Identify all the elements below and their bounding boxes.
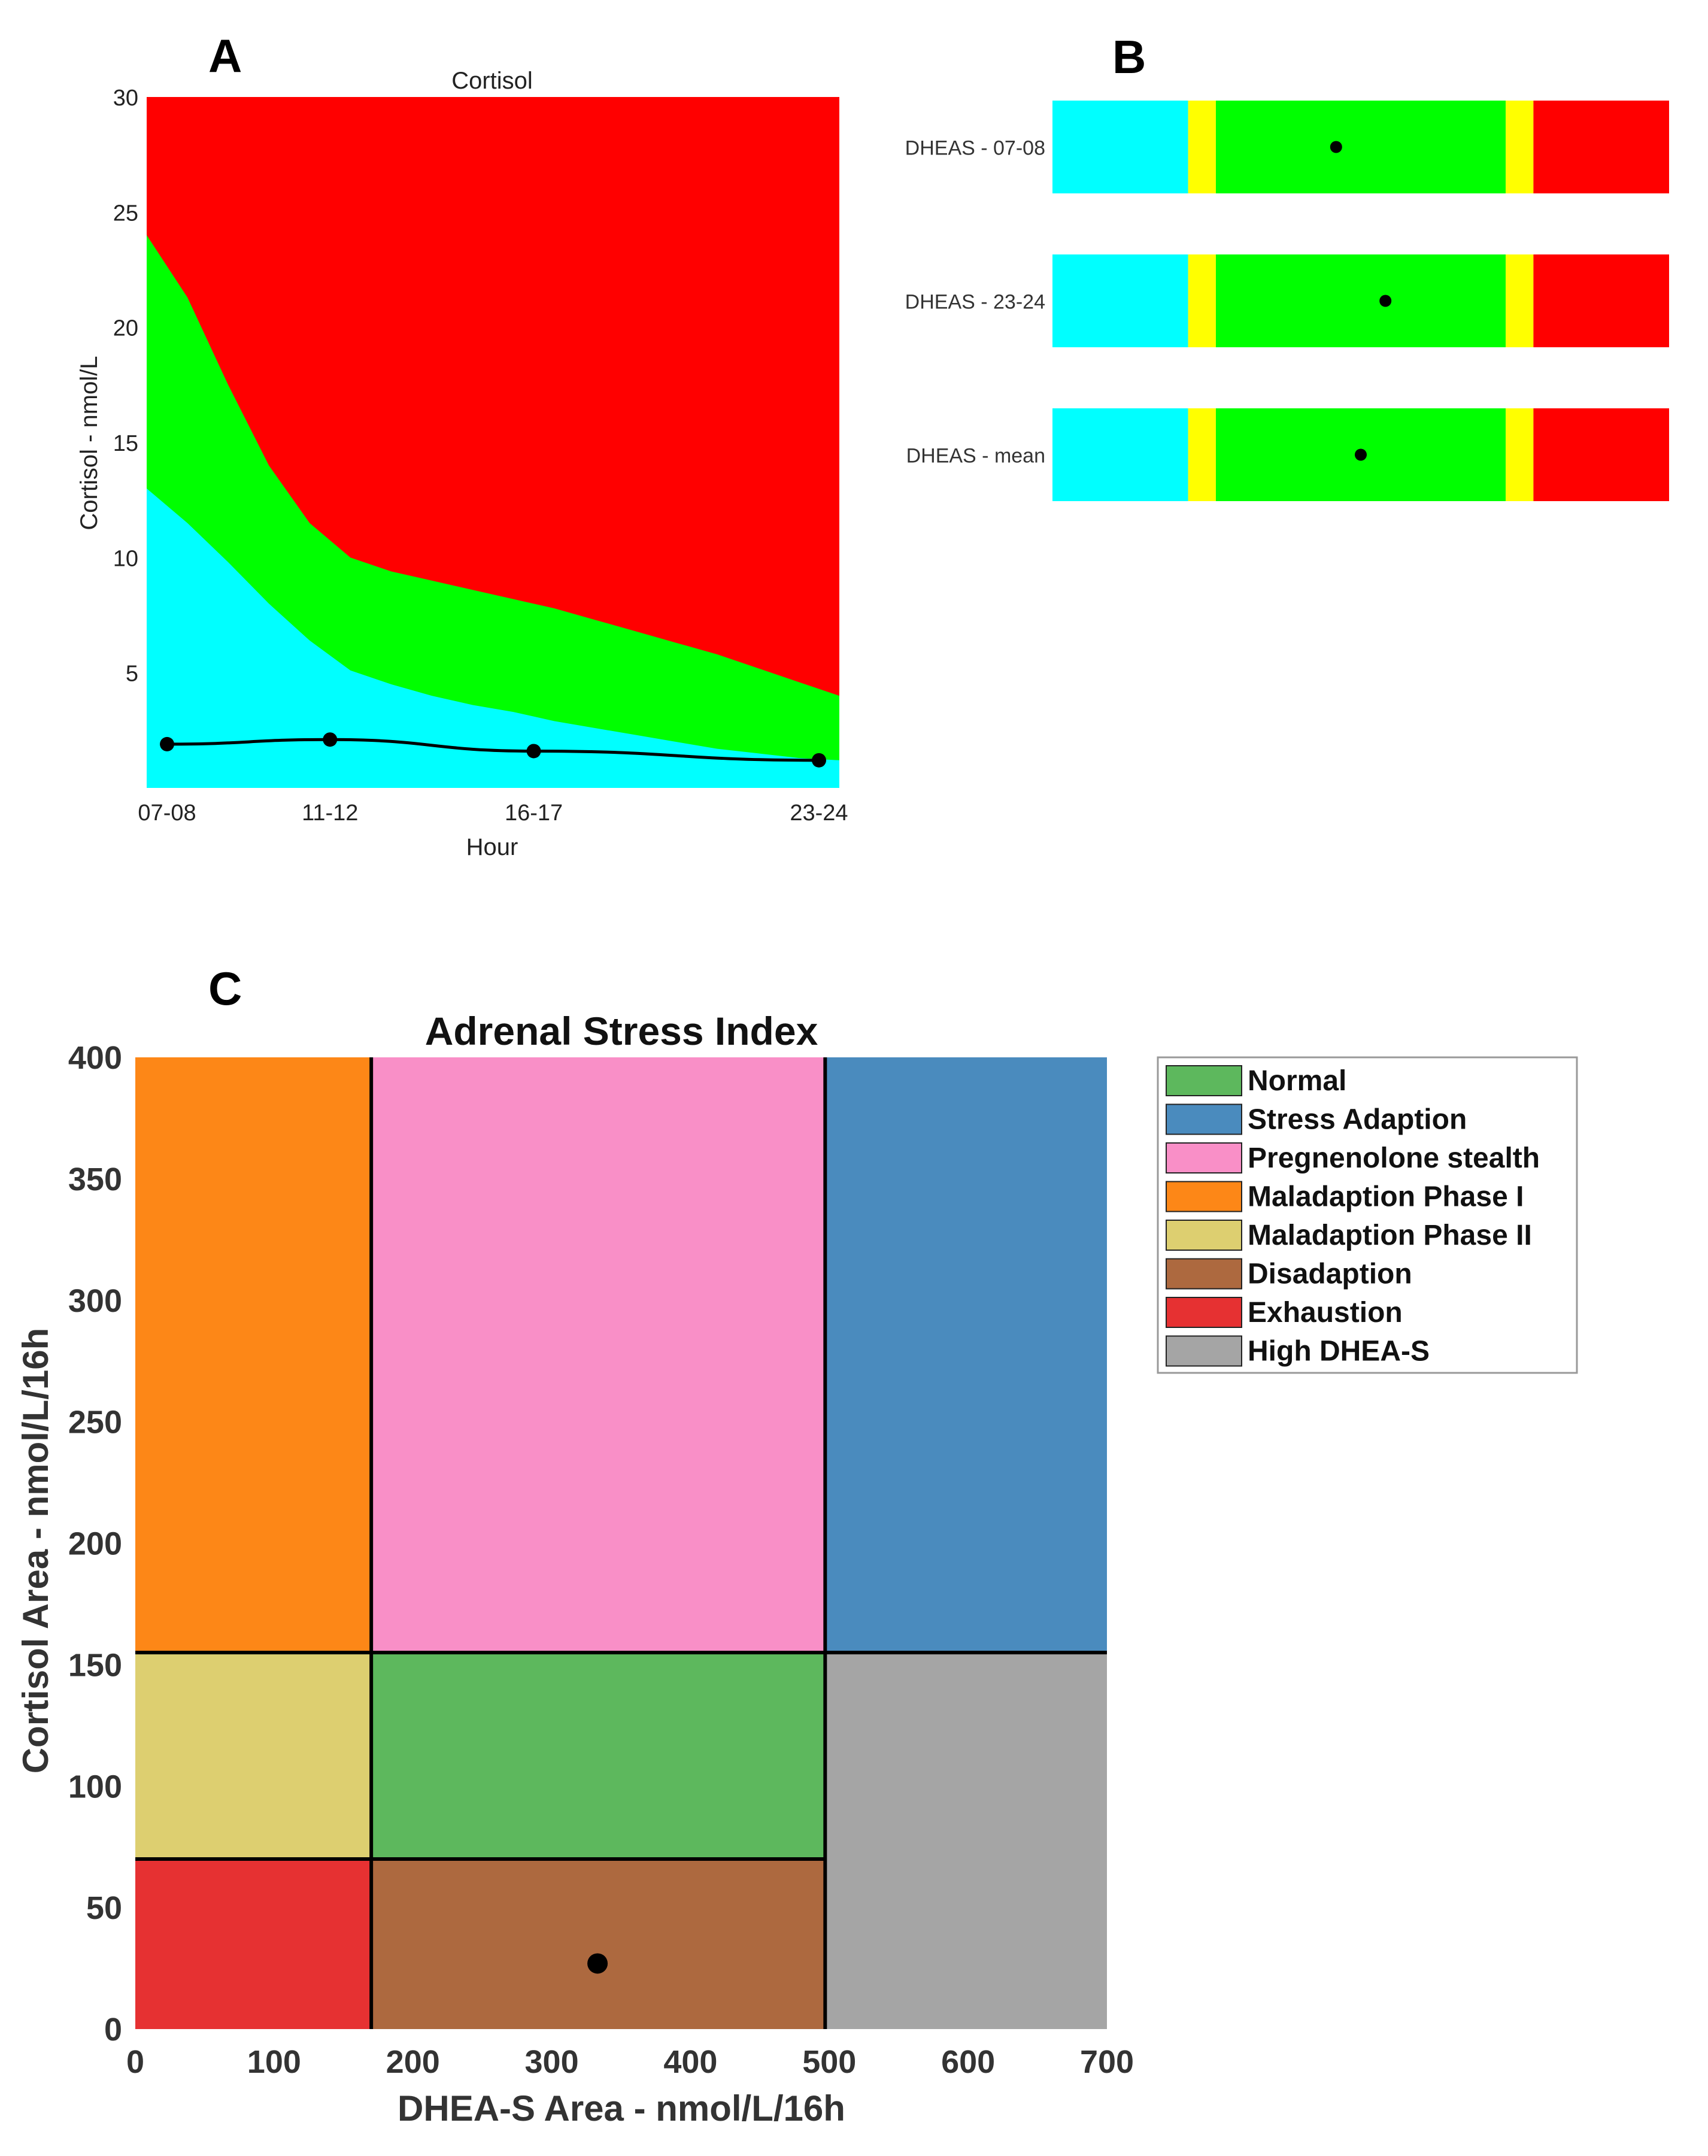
dheas-marker — [1379, 295, 1392, 307]
y-tick-label: 50 — [86, 1890, 122, 1926]
y-tick-label: 200 — [68, 1526, 122, 1562]
row-label: DHEAS - 23-24 — [905, 291, 1045, 314]
region-pregnenolone-stealth — [371, 1057, 826, 1653]
legend-swatch — [1166, 1297, 1242, 1328]
panel-label-b: B — [1112, 31, 1146, 83]
dheas-marker — [1330, 141, 1342, 153]
zone-yellow — [1188, 101, 1216, 193]
row-label: DHEAS - mean — [906, 445, 1045, 468]
legend-swatch — [1166, 1065, 1242, 1096]
x-tick-label: 400 — [663, 2044, 717, 2080]
dheas-marker — [1355, 448, 1367, 461]
legend-label: Maladaption Phase II — [1248, 1220, 1532, 1251]
x-tick-label: 300 — [525, 2044, 579, 2080]
y-tick-label: 0 — [104, 2012, 122, 2048]
y-tick-label: 300 — [68, 1283, 122, 1319]
panel-a-cortisol-chart: Cortisol Hour Cortisol - nmol/L 5 10 15 20 2… — [76, 68, 848, 860]
patient-point — [587, 1953, 608, 1974]
y-tick-label: 5 — [126, 662, 138, 687]
chart-a-xlabel: Hour — [466, 834, 518, 860]
x-tick-label: 700 — [1080, 2044, 1134, 2080]
x-tick-label: 23-24 — [790, 800, 848, 826]
zone-yellow — [1188, 408, 1216, 501]
cortisol-data-point — [323, 732, 338, 747]
x-tick-label: 11-12 — [302, 800, 358, 826]
panel-b-dheas-bars: DHEAS - 07-08 DHEAS - 23-24 DHEAS - mean — [905, 101, 1669, 501]
region-high-dhea-s — [825, 1652, 1107, 2029]
legend-swatch — [1166, 1258, 1242, 1290]
row-label: DHEAS - 07-08 — [905, 137, 1045, 160]
x-tick-label: 200 — [386, 2044, 440, 2080]
y-tick-label: 30 — [113, 86, 138, 111]
zone-yellow — [1506, 408, 1534, 501]
y-tick-label: 150 — [68, 1647, 122, 1683]
zone-cyan — [1052, 254, 1188, 347]
y-tick-label: 350 — [68, 1162, 122, 1197]
region-normal — [371, 1652, 826, 1859]
y-tick-label: 10 — [113, 546, 138, 571]
y-tick-label: 250 — [68, 1405, 122, 1441]
y-tick-label: 100 — [68, 1769, 122, 1805]
legend-label: Pregnenolone stealth — [1248, 1142, 1540, 1174]
x-tick-label: 100 — [247, 2044, 301, 2080]
y-tick-label: 20 — [113, 316, 138, 341]
chart-c-xlabel: DHEA-S Area - nmol/L/16h — [398, 2088, 845, 2128]
zone-red — [1533, 101, 1669, 193]
legend-swatch — [1166, 1181, 1242, 1212]
chart-a-ylabel: Cortisol - nmol/L — [76, 356, 102, 530]
x-tick-label: 16-17 — [505, 800, 563, 826]
band-cyan-low — [147, 488, 839, 788]
cortisol-data-point — [160, 736, 175, 751]
x-tick-label: 600 — [941, 2044, 995, 2080]
y-tick-label: 400 — [68, 1040, 122, 1076]
region-stress-adaption — [825, 1057, 1107, 1653]
legend-swatch — [1166, 1142, 1242, 1173]
y-tick-label: 25 — [113, 201, 138, 226]
zone-green — [1215, 254, 1506, 347]
chart-a-title: Cortisol — [451, 68, 533, 94]
legend-swatch — [1166, 1103, 1242, 1135]
x-tick-label: 0 — [126, 2044, 144, 2080]
panel-label-c: C — [208, 962, 242, 1015]
region-exhaustion — [135, 1858, 372, 2029]
legend-swatch — [1166, 1335, 1242, 1367]
zone-red — [1533, 254, 1669, 347]
y-tick-label: 15 — [113, 431, 138, 456]
cortisol-data-point — [526, 744, 541, 759]
panel-label-a: A — [208, 29, 242, 82]
zone-cyan — [1052, 408, 1188, 501]
legend-label: Exhaustion — [1248, 1297, 1403, 1329]
legend-label: High DHEA-S — [1248, 1336, 1430, 1367]
zone-cyan — [1052, 101, 1188, 193]
legend-label: Disadaption — [1248, 1259, 1412, 1290]
zone-yellow — [1506, 101, 1534, 193]
chart-c-title: Adrenal Stress Index — [425, 1009, 818, 1053]
zone-red — [1533, 408, 1669, 501]
panel-c-adrenal-stress-index: Adrenal Stress Index DHEA-S Area - nmol/… — [16, 1009, 1578, 2128]
zone-yellow — [1506, 254, 1534, 347]
cortisol-series-line — [167, 738, 819, 762]
region-maladaption-phase-i — [135, 1057, 372, 1653]
zone-green — [1215, 101, 1506, 193]
cortisol-data-point — [811, 753, 826, 768]
legend-swatch — [1166, 1220, 1242, 1251]
legend-label: Stress Adaption — [1248, 1104, 1467, 1136]
region-disadaption — [371, 1858, 826, 2029]
x-tick-label: 500 — [802, 2044, 856, 2080]
region-maladaption-phase-ii — [135, 1652, 372, 1859]
legend-label: Normal — [1248, 1065, 1346, 1097]
x-tick-label: 07-08 — [138, 800, 196, 826]
zone-yellow — [1188, 254, 1216, 347]
legend-label: Maladaption Phase I — [1248, 1181, 1524, 1213]
chart-c-ylabel: Cortisol Area - nmol/L/16h — [16, 1328, 56, 1774]
